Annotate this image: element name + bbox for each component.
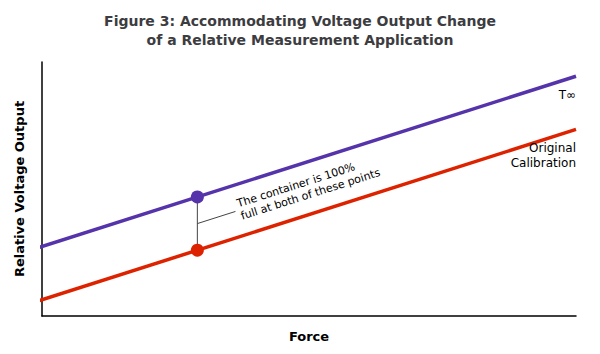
svg-text:Figure 3: Accommodating Voltag: Figure 3: Accommodating Voltage Output C…	[104, 13, 496, 29]
svg-text:Force: Force	[289, 329, 329, 344]
svg-text:of a Relative Measurement Appl: of a Relative Measurement Application	[147, 32, 454, 48]
svg-text:full at both of these points: full at both of these points	[239, 166, 382, 223]
svg-text:Original: Original	[529, 141, 576, 155]
svg-text:T∞: T∞	[558, 88, 576, 102]
svg-text:The container is 100%: The container is 100%	[235, 160, 357, 211]
svg-text:Calibration: Calibration	[511, 156, 576, 170]
svg-text:Relative Voltage Output: Relative Voltage Output	[12, 101, 27, 277]
